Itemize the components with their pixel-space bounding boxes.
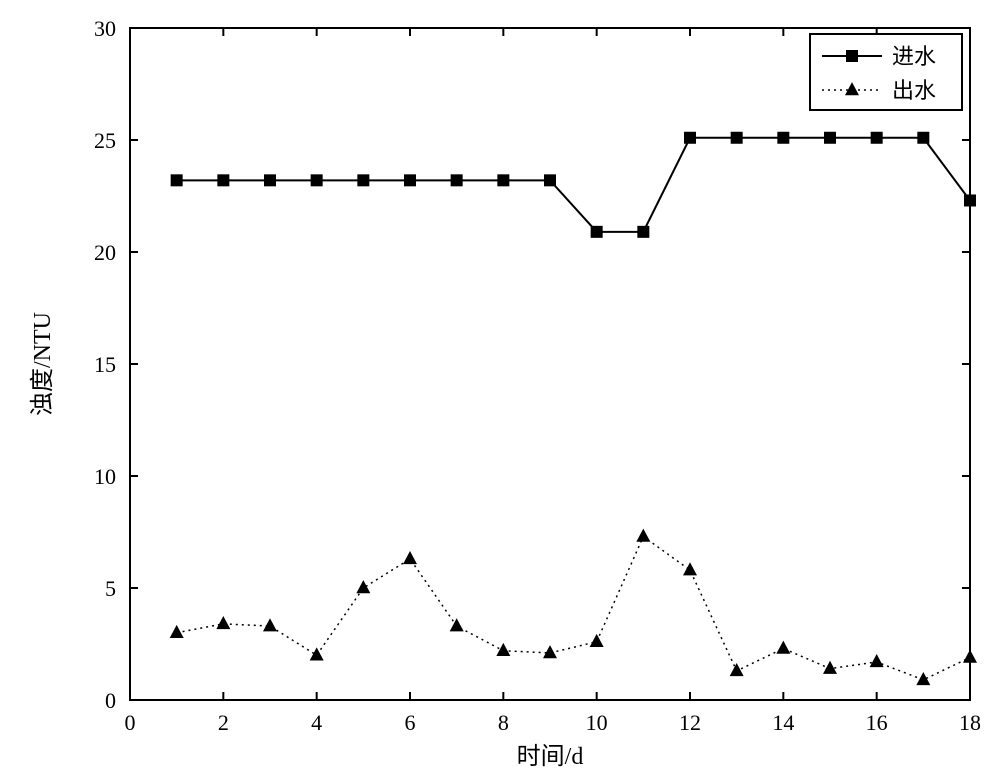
marker-influent — [497, 174, 509, 186]
y-axis-label: 浊度/NTU — [29, 312, 56, 416]
marker-effluent — [496, 643, 510, 656]
y-tick-label: 5 — [105, 576, 116, 601]
marker-influent — [777, 132, 789, 144]
legend-box — [810, 34, 962, 110]
marker-influent — [171, 174, 183, 186]
x-tick-label: 14 — [772, 710, 794, 735]
series-line-effluent — [177, 536, 970, 679]
marker-effluent — [590, 634, 604, 647]
marker-influent — [964, 194, 976, 206]
y-tick-label: 25 — [94, 128, 116, 153]
marker-effluent — [356, 580, 370, 593]
y-tick-label: 30 — [94, 16, 116, 41]
marker-effluent — [170, 625, 184, 638]
marker-influent — [871, 132, 883, 144]
x-tick-label: 16 — [866, 710, 888, 735]
marker-effluent — [683, 562, 697, 575]
marker-influent — [731, 132, 743, 144]
x-tick-label: 12 — [679, 710, 701, 735]
series-effluent — [170, 529, 977, 685]
y-tick-label: 10 — [94, 464, 116, 489]
plot-border — [130, 28, 970, 700]
turbidity-line-chart: 0 2 4 6 8 10 12 14 16 18 0 5 10 15 20 25 30 时间/d 浊度/NTU 进水出… — [0, 0, 1000, 776]
marker-effluent — [543, 645, 557, 658]
marker-influent — [404, 174, 416, 186]
legend-marker-influent — [846, 50, 858, 62]
legend-label-effluent: 出水 — [892, 78, 936, 103]
marker-influent — [824, 132, 836, 144]
marker-effluent — [916, 672, 930, 685]
marker-effluent — [403, 551, 417, 564]
series-line-influent — [177, 138, 970, 232]
marker-influent — [451, 174, 463, 186]
x-tick-label: 18 — [959, 710, 981, 735]
marker-effluent — [776, 641, 790, 654]
marker-effluent — [963, 650, 977, 663]
marker-influent — [684, 132, 696, 144]
marker-effluent — [730, 663, 744, 676]
x-axis-label: 时间/d — [517, 743, 584, 770]
x-tick-label: 4 — [311, 710, 322, 735]
y-tick-label: 15 — [94, 352, 116, 377]
marker-influent — [217, 174, 229, 186]
marker-effluent — [216, 616, 230, 629]
marker-influent — [591, 226, 603, 238]
x-tick-label: 0 — [125, 710, 136, 735]
marker-effluent — [870, 654, 884, 667]
marker-influent — [917, 132, 929, 144]
x-tick-label: 6 — [405, 710, 416, 735]
chart-svg: 0 2 4 6 8 10 12 14 16 18 0 5 10 15 20 25 30 时间/d 浊度/NTU 进水出… — [0, 0, 1000, 776]
marker-influent — [357, 174, 369, 186]
y-tick-label: 20 — [94, 240, 116, 265]
marker-influent — [311, 174, 323, 186]
marker-influent — [637, 226, 649, 238]
marker-effluent — [263, 618, 277, 631]
marker-influent — [544, 174, 556, 186]
x-tick-label: 8 — [498, 710, 509, 735]
x-tick-label: 2 — [218, 710, 229, 735]
marker-influent — [264, 174, 276, 186]
legend: 进水出水 — [810, 34, 962, 110]
marker-effluent — [636, 529, 650, 542]
y-tick-label: 0 — [105, 688, 116, 713]
x-tick-label: 10 — [586, 710, 608, 735]
legend-label-influent: 进水 — [892, 44, 936, 69]
series-influent — [171, 132, 976, 238]
